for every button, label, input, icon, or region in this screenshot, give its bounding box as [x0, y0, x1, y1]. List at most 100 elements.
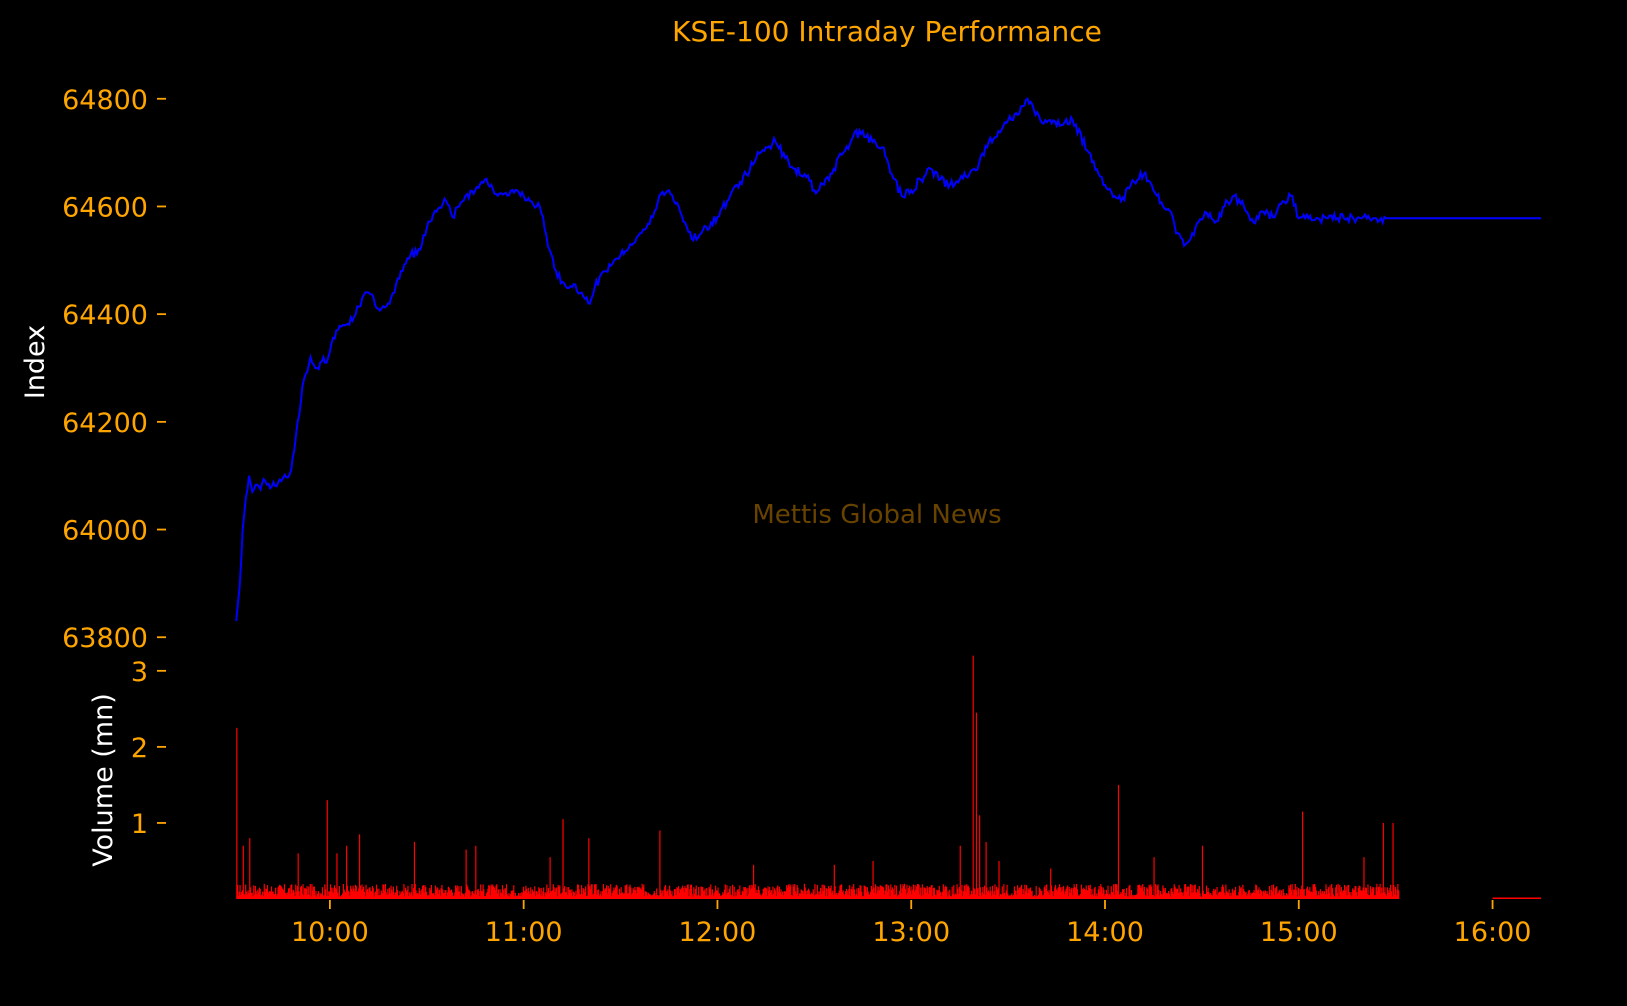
volume-bar	[970, 890, 973, 899]
volume-bar	[716, 890, 718, 899]
volume-bar	[553, 887, 555, 899]
volume-bar	[1325, 884, 1327, 899]
volume-bar	[522, 893, 524, 899]
volume-bar	[874, 884, 877, 899]
volume-bar	[264, 892, 266, 899]
volume-bar	[868, 894, 870, 899]
volume-bar	[876, 886, 878, 899]
volume-bar	[1018, 887, 1020, 899]
volume-bar	[668, 895, 670, 899]
volume-bar	[1394, 887, 1397, 899]
volume-bar	[1276, 893, 1279, 899]
volume-bar	[434, 885, 437, 899]
volume-bar	[913, 891, 915, 899]
volume-bar	[473, 894, 475, 899]
volume-bar	[323, 895, 325, 899]
volume-bar	[339, 896, 341, 899]
volume-bar	[992, 894, 994, 899]
volume-bar	[520, 896, 522, 899]
volume-bar	[461, 892, 463, 899]
volume-bar	[1137, 885, 1139, 899]
volume-bar	[554, 891, 556, 899]
volume-bar	[644, 891, 646, 899]
volume-bar	[411, 884, 413, 899]
volume-bar	[1183, 891, 1185, 899]
volume-bar	[837, 893, 839, 899]
volume-bar	[715, 885, 717, 899]
volume-bar	[1291, 884, 1293, 899]
volume-bar	[460, 885, 462, 899]
volume-bar	[958, 886, 961, 899]
volume-bar	[1021, 884, 1023, 899]
volume-bar	[816, 884, 818, 899]
volume-bar	[287, 892, 289, 899]
volume-bar	[1172, 893, 1175, 899]
volume-bar	[434, 895, 436, 899]
volume-bar	[631, 892, 634, 899]
volume-bar	[425, 886, 427, 899]
volume-bar	[333, 892, 335, 899]
volume-bar	[530, 887, 532, 899]
volume-bar	[254, 885, 256, 899]
volume-bar	[885, 884, 887, 899]
volume-bar	[322, 895, 324, 899]
volume-bar	[515, 896, 517, 899]
volume-bar	[1004, 895, 1007, 899]
volume-bar	[438, 889, 441, 899]
volume-bar	[660, 889, 662, 899]
volume-bar	[1220, 892, 1222, 899]
volume-bar	[935, 895, 937, 899]
volume-bar	[949, 889, 951, 899]
volume-bar	[356, 891, 358, 899]
x-tick-label: 10:00	[291, 917, 369, 948]
volume-bar	[933, 887, 935, 899]
volume-bar	[788, 883, 790, 899]
volume-bar	[1042, 895, 1045, 899]
volume-bar	[794, 884, 796, 899]
volume-bar	[970, 894, 972, 899]
volume-bar	[1151, 886, 1153, 899]
volume-bar	[949, 895, 952, 899]
volume-bar	[459, 896, 462, 899]
volume-bar	[1292, 895, 1294, 899]
volume-bar	[258, 892, 260, 899]
volume-bar	[878, 886, 880, 899]
volume-bar	[331, 891, 333, 899]
volume-y-tick-label: 3	[131, 657, 148, 688]
volume-bar	[923, 887, 925, 899]
volume-bar	[736, 895, 738, 899]
volume-bar	[377, 895, 379, 899]
volume-bar	[957, 888, 959, 899]
volume-bar	[738, 891, 740, 899]
volume-bar	[991, 895, 993, 899]
volume-bar	[591, 884, 593, 899]
volume-bar	[1079, 893, 1082, 899]
volume-bar	[650, 895, 652, 899]
volume-bar	[654, 892, 656, 899]
volume-bar	[338, 885, 340, 899]
volume-bar	[436, 887, 438, 899]
volume-bar	[1050, 868, 1052, 899]
volume-bar	[1239, 888, 1242, 899]
volume-bar	[539, 888, 541, 899]
volume-bar	[451, 892, 454, 899]
volume-bar	[396, 885, 398, 899]
x-tick-label: 11:00	[485, 917, 563, 948]
volume-bar	[307, 894, 309, 899]
volume-bar	[727, 892, 730, 899]
volume-bar	[1105, 894, 1107, 899]
volume-bar	[246, 894, 248, 899]
volume-bar	[1139, 887, 1141, 899]
volume-bar	[508, 893, 510, 899]
volume-bar	[768, 890, 770, 899]
volume-bar	[694, 893, 696, 899]
volume-bar	[547, 887, 550, 899]
volume-bar	[863, 885, 865, 899]
volume-bar	[1243, 889, 1245, 899]
volume-bar	[1116, 884, 1118, 899]
volume-bar	[929, 887, 931, 899]
volume-bar	[365, 884, 367, 899]
volume-bar	[796, 885, 798, 899]
volume-bar	[1169, 896, 1171, 899]
volume-bar	[697, 894, 699, 899]
